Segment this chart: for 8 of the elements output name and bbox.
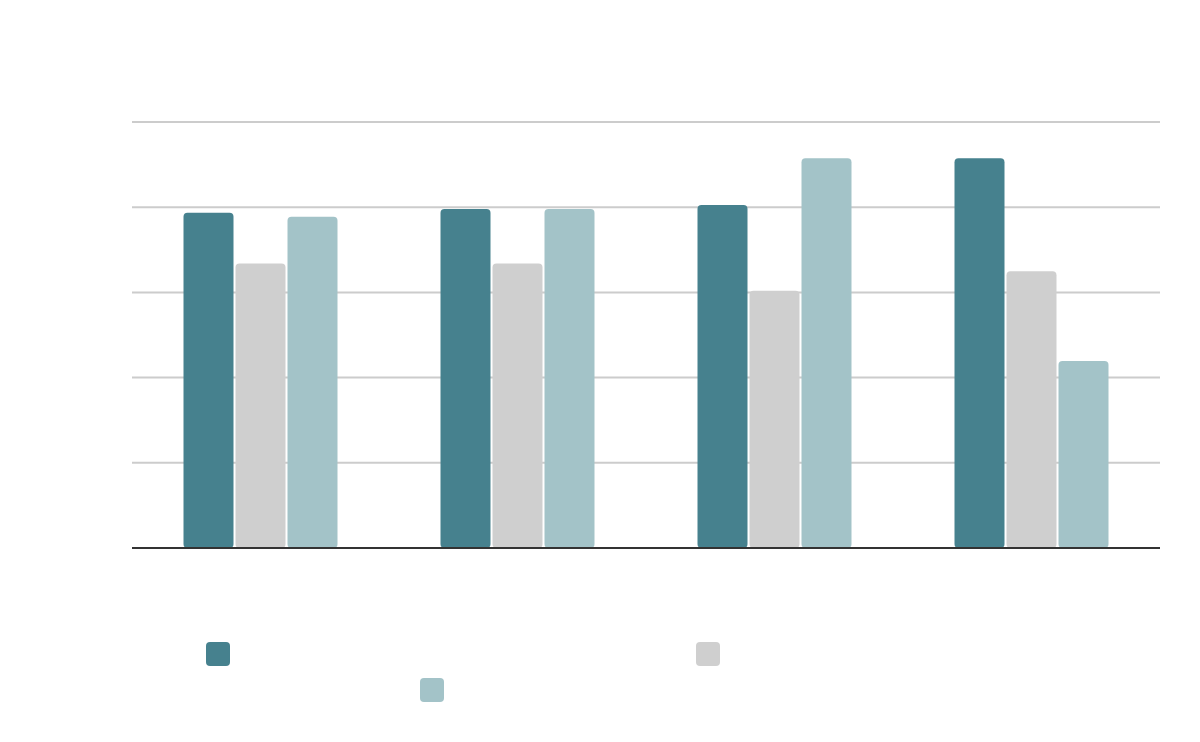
bar (183, 212, 234, 548)
bar (697, 204, 748, 548)
bar (440, 208, 491, 548)
bar (801, 158, 852, 548)
bar (954, 158, 1005, 548)
bar (544, 208, 595, 548)
bar (1058, 360, 1109, 548)
bar (287, 216, 338, 548)
